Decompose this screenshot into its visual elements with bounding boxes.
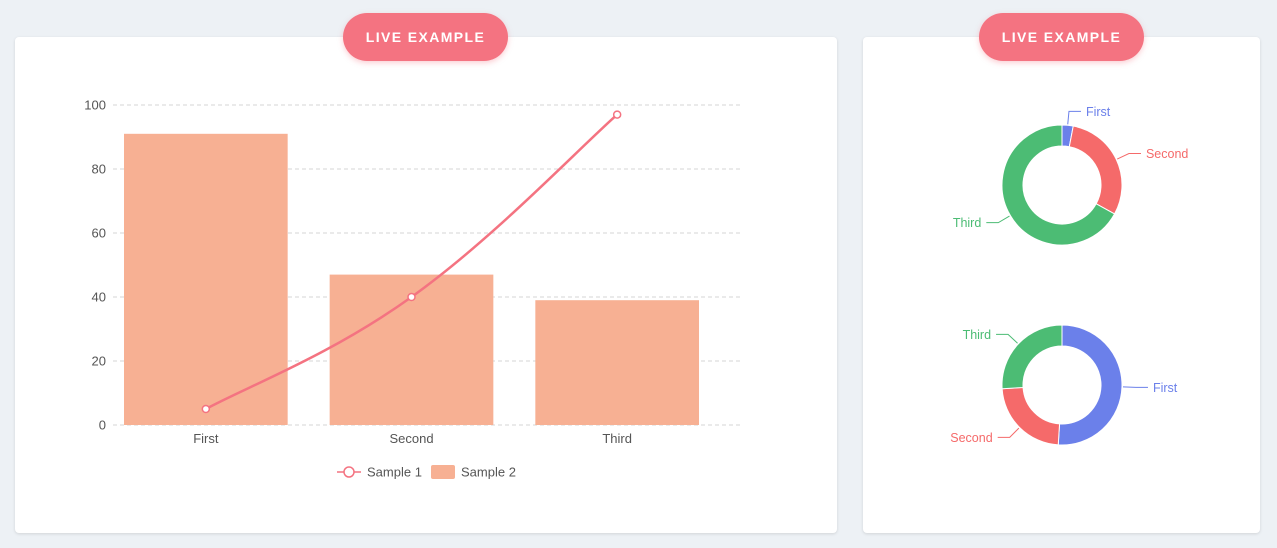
line-point-first (201, 404, 211, 414)
donut-leader-line (1116, 152, 1141, 160)
y-tick-label: 100 (84, 98, 106, 113)
x-tick-label: First (193, 431, 219, 446)
legend-label-sample-1: Sample 1 (367, 465, 422, 480)
x-tick-label: Third (602, 431, 632, 446)
line-point-third (612, 110, 622, 119)
donut-slice-first (1057, 324, 1123, 446)
y-tick-label: 20 (92, 354, 106, 369)
donut-chart-bottom: First Second Third (950, 324, 1178, 446)
donut-slice-third (1001, 324, 1063, 390)
donut-slice-third (1001, 124, 1116, 246)
chart-legend: Sample 1 Sample 2 (337, 465, 516, 480)
legend-swatch-sample-2 (431, 465, 455, 479)
live-example-button[interactable]: LIVE EXAMPLE (343, 13, 508, 61)
donut-label-first: First (1153, 381, 1178, 395)
donut-label-third: Third (963, 328, 992, 342)
bar-first (124, 133, 288, 426)
y-tick-label: 80 (92, 162, 106, 177)
bar-third (535, 300, 699, 425)
y-tick-label: 40 (92, 290, 106, 305)
legend-marker-sample-1 (343, 466, 355, 478)
donut-leader-line (986, 215, 1010, 224)
y-tick-label: 0 (99, 418, 106, 433)
donut-leader-line (996, 333, 1018, 344)
x-tick-label: Second (389, 431, 433, 446)
y-tick-label: 60 (92, 226, 106, 241)
donut-chart-top: First Second Third (953, 105, 1188, 246)
donut-label-second: Second (1146, 147, 1188, 161)
donut-leader-line (997, 427, 1020, 438)
donut-label-third: Third (953, 216, 982, 230)
donut-leader-line (1067, 110, 1081, 125)
donut-slice-second (1068, 125, 1123, 215)
live-example-button[interactable]: LIVE EXAMPLE (979, 13, 1144, 61)
line-point-second (407, 292, 416, 302)
donut-charts-card (863, 37, 1260, 533)
legend-label-sample-2: Sample 2 (461, 465, 516, 480)
donut-label-second: Second (950, 431, 992, 445)
donut-label-first: First (1086, 105, 1111, 119)
